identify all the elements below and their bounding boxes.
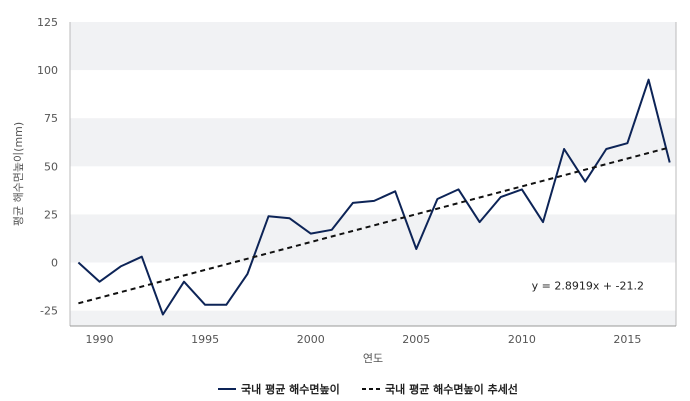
legend-label-actual: 국내 평균 해수면높이 [241, 382, 340, 396]
x-axis-title: 연도 [363, 352, 383, 365]
series-lines [77, 78, 671, 316]
x-tick-label: 1990 [86, 333, 114, 346]
x-tick-label: 2010 [508, 333, 536, 346]
x-tick-labels: 1990 1995 2000 2005 2010 2015 [86, 333, 642, 346]
y-tick-label: 25 [44, 208, 58, 221]
legend: 국내 평균 해수면높이 국내 평균 해수면높이 추세선 [218, 382, 518, 396]
y-tick-labels: -25 0 25 50 75 100 125 [37, 16, 58, 318]
grid-bands [70, 22, 676, 326]
grid-band [70, 118, 676, 167]
x-tick-label: 1995 [191, 333, 219, 346]
x-tick-label: 2015 [613, 333, 641, 346]
trend-line [78, 146, 670, 305]
legend-label-trend: 국내 평균 해수면높이 추세선 [385, 382, 518, 396]
y-tick-label: 125 [37, 16, 58, 29]
trend-equation: y = 2.8919x + -21.2 [532, 280, 644, 293]
y-tick-label: 100 [37, 64, 58, 77]
x-tick-label: 2000 [297, 333, 325, 346]
y-tick-label: -25 [40, 305, 58, 318]
y-axis-title: 평균 해수면높이(mm) [11, 122, 25, 226]
grid-band [70, 310, 676, 326]
grid-band [70, 22, 676, 71]
grid-band [70, 214, 676, 263]
sea-level-line [77, 78, 671, 316]
y-tick-label: 75 [44, 112, 58, 125]
x-tick-label: 2005 [402, 333, 430, 346]
y-tick-label: 50 [44, 160, 58, 173]
y-tick-label: 0 [51, 257, 58, 270]
